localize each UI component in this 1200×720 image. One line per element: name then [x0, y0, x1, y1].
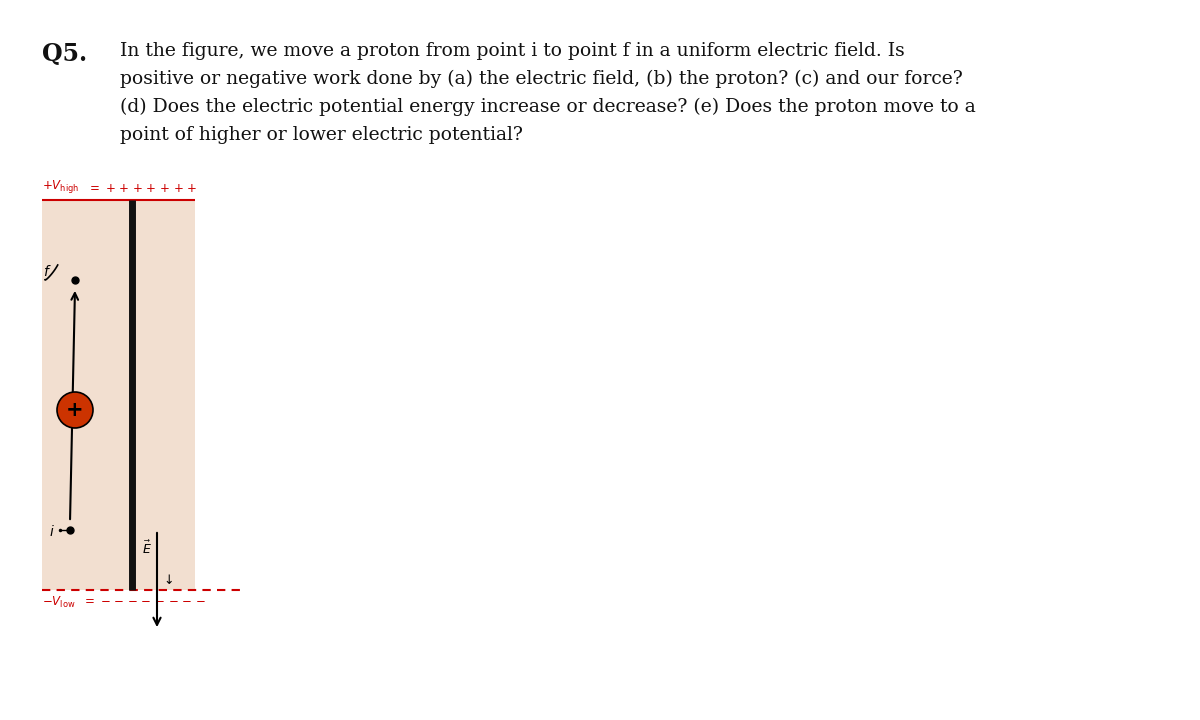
Text: $=$ $+$ $+$ $+$ $+$ $+$ $+$ $+$: $=$ $+$ $+$ $+$ $+$ $+$ $+$ $+$: [88, 182, 197, 195]
Circle shape: [58, 392, 94, 428]
Text: $\vec{E}$: $\vec{E}$: [142, 540, 152, 557]
Text: $i$: $i$: [49, 524, 55, 539]
Text: positive or negative work done by (a) the electric field, (b) the proton? (c) an: positive or negative work done by (a) th…: [120, 70, 962, 89]
Text: $-V_{\mathregular{low}}$: $-V_{\mathregular{low}}$: [42, 595, 76, 610]
Text: (d) Does the electric potential energy increase or decrease? (e) Does the proton: (d) Does the electric potential energy i…: [120, 98, 976, 116]
Text: In the figure, we move a proton from point i to point f in a uniform electric fi: In the figure, we move a proton from poi…: [120, 42, 905, 60]
Text: $f$: $f$: [43, 264, 52, 279]
Text: $+V_{\mathregular{high}}$: $+V_{\mathregular{high}}$: [42, 178, 79, 195]
Text: $\downarrow$: $\downarrow$: [161, 573, 173, 587]
Text: Q5.: Q5.: [42, 42, 88, 66]
Bar: [42, 200, 194, 590]
Text: point of higher or lower electric potential?: point of higher or lower electric potent…: [120, 126, 523, 144]
Text: $=$ $-$ $-$ $-$ $-$ $-$ $-$ $-$ $-$: $=$ $-$ $-$ $-$ $-$ $-$ $-$ $-$ $-$: [82, 595, 206, 608]
Text: +: +: [66, 400, 84, 420]
